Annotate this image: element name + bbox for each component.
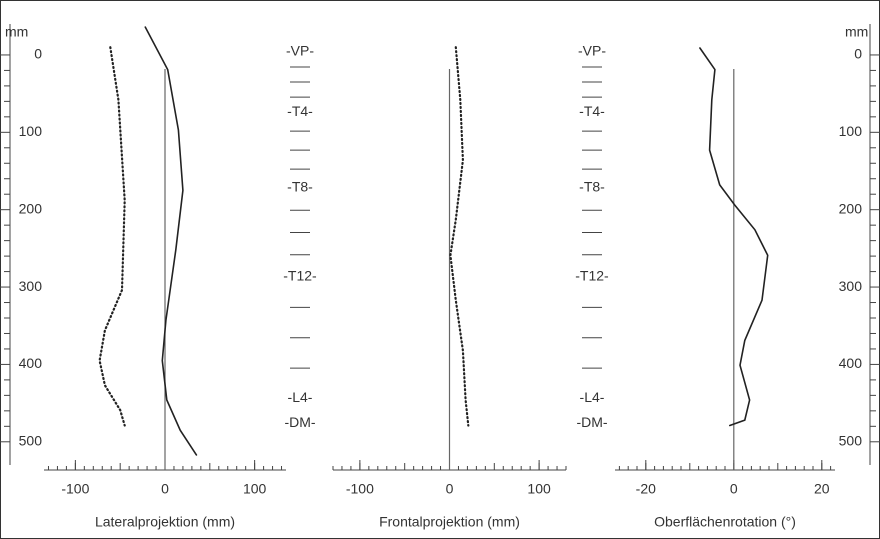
vertebra-label: -T4-	[287, 103, 313, 119]
vertebra-label: -DM-	[284, 414, 315, 430]
y-tick-label: 200	[839, 200, 863, 216]
y-tick-label: 0	[34, 46, 42, 62]
y-tick-label: 300	[19, 278, 43, 294]
vertebra-label: -VP-	[578, 43, 606, 59]
curve	[144, 26, 198, 456]
y-tick-label: 500	[19, 432, 43, 448]
y-tick-label: 100	[19, 123, 43, 139]
x-tick-label: 0	[161, 481, 169, 497]
x-tick-label: 20	[814, 481, 830, 497]
curve	[449, 46, 470, 427]
x-tick-label: -20	[636, 481, 656, 497]
y-tick-label: 100	[839, 123, 863, 139]
y-tick-label: 500	[839, 432, 863, 448]
vertebra-label: -DM-	[576, 414, 607, 430]
y-tick-label: 300	[839, 278, 863, 294]
vertebra-label: -T8-	[579, 179, 605, 195]
y-tick-label: 400	[19, 355, 43, 371]
y-tick-label: 400	[839, 355, 863, 371]
vertebra-label: -VP-	[286, 43, 314, 59]
x-axis-label: Lateralprojektion (mm)	[95, 514, 235, 530]
x-tick-label: -100	[346, 481, 374, 497]
y-tick-label: 0	[854, 46, 862, 62]
x-axis-label: Oberflächenrotation (°)	[654, 514, 796, 530]
x-tick-label: -100	[61, 481, 89, 497]
x-axis-label: Frontalprojektion (mm)	[379, 514, 520, 530]
y-tick-label: 200	[19, 200, 43, 216]
curve	[699, 47, 769, 427]
x-tick-label: 0	[730, 481, 738, 497]
curve	[98, 46, 126, 427]
x-tick-label: 0	[446, 481, 454, 497]
vertebra-label: -L4-	[580, 389, 605, 405]
vertebra-label: -T8-	[287, 179, 313, 195]
y-axis-label: mm	[845, 24, 868, 40]
x-tick-label: 100	[527, 481, 551, 497]
x-tick-label: 100	[243, 481, 267, 497]
vertebra-label: -L4-	[288, 389, 313, 405]
y-axis-label: mm	[5, 24, 28, 40]
vertebra-label: -T12-	[575, 268, 609, 284]
vertebra-label: -T12-	[283, 268, 317, 284]
vertebra-label: -T4-	[579, 103, 605, 119]
